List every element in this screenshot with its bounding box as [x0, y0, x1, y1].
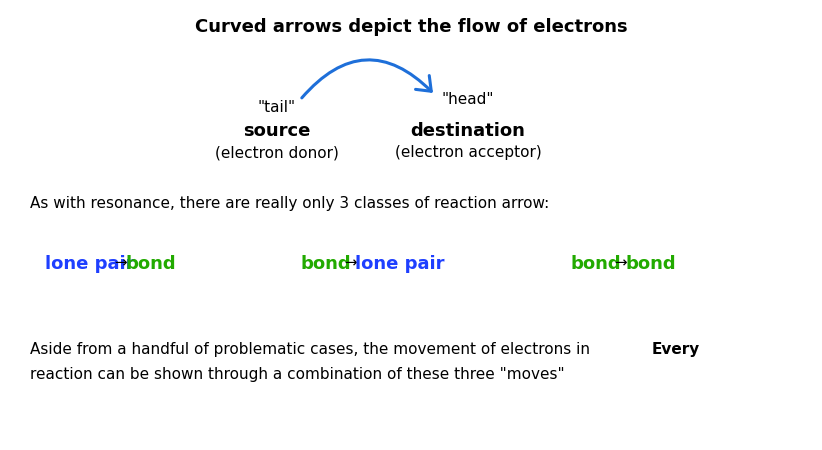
Text: →: → — [610, 255, 632, 270]
Text: "head": "head" — [441, 92, 494, 107]
Text: source: source — [243, 122, 311, 140]
Text: As with resonance, there are really only 3 classes of reaction arrow:: As with resonance, there are really only… — [30, 196, 549, 211]
Text: lone pair: lone pair — [45, 255, 135, 273]
Text: lone pair: lone pair — [355, 255, 445, 273]
Text: →: → — [110, 255, 132, 270]
Text: bond: bond — [570, 255, 621, 273]
Text: destination: destination — [410, 122, 525, 140]
Text: bond: bond — [625, 255, 676, 273]
Text: Aside from a handful of problematic cases, the movement of electrons in: Aside from a handful of problematic case… — [30, 342, 595, 357]
Text: "tail": "tail" — [258, 100, 296, 115]
Text: Every: Every — [652, 342, 700, 357]
Text: (electron donor): (electron donor) — [215, 145, 339, 160]
Text: bond: bond — [125, 255, 176, 273]
Text: reaction can be shown through a combination of these three "moves": reaction can be shown through a combinat… — [30, 367, 565, 382]
Text: (electron acceptor): (electron acceptor) — [395, 145, 542, 160]
Text: Curved arrows depict the flow of electrons: Curved arrows depict the flow of electro… — [195, 18, 627, 36]
Text: →: → — [340, 255, 363, 270]
FancyArrowPatch shape — [302, 60, 432, 98]
Text: bond: bond — [300, 255, 351, 273]
